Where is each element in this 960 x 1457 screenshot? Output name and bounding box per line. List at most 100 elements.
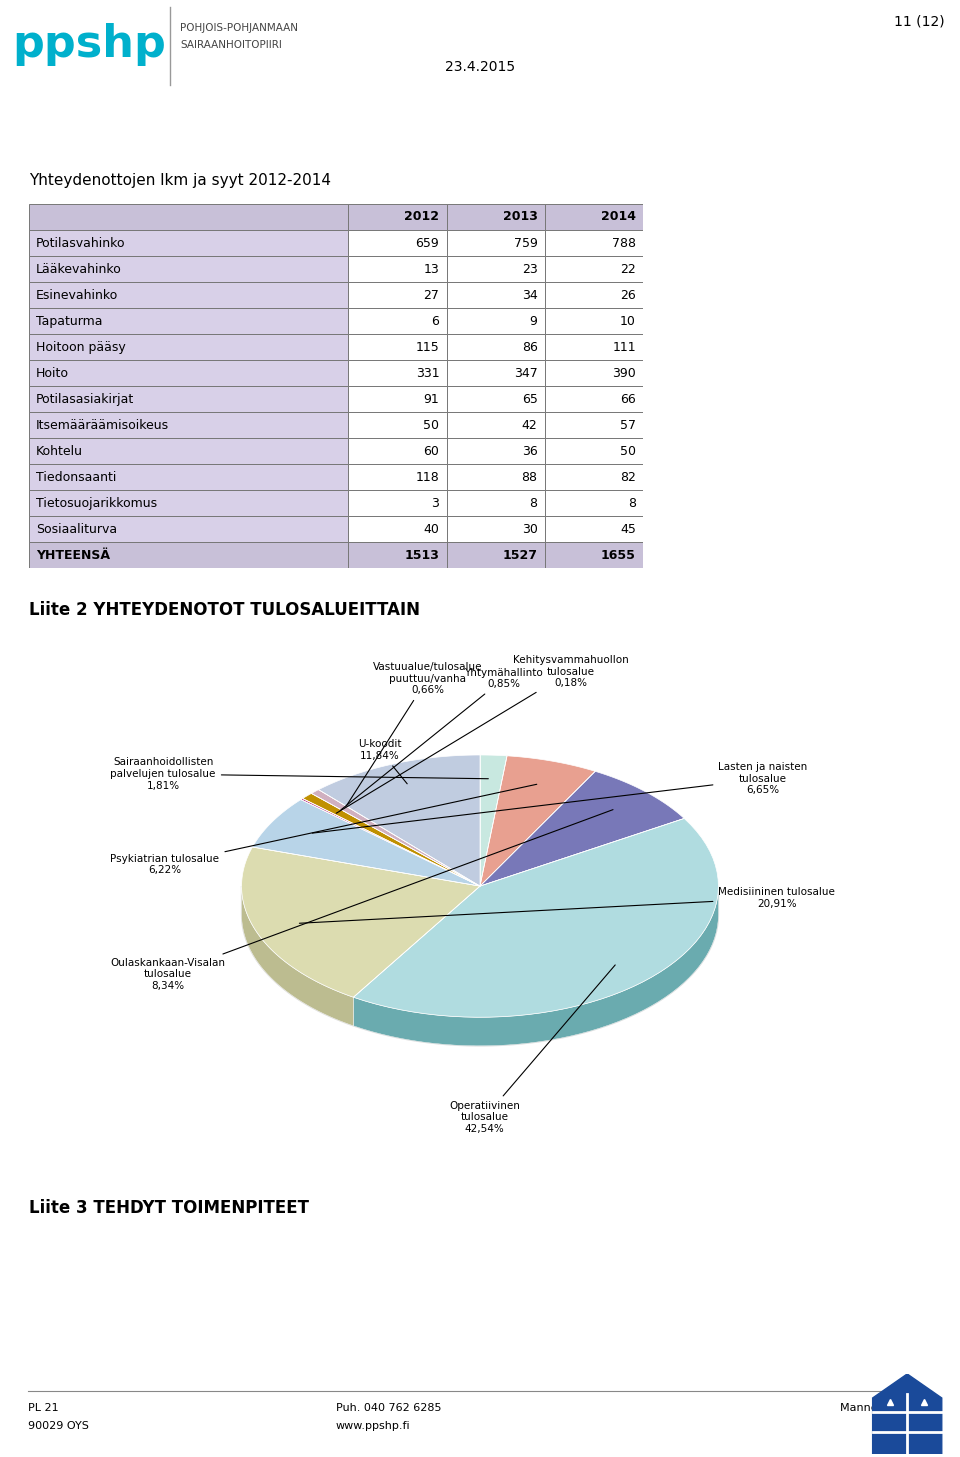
Text: 659: 659	[416, 236, 440, 249]
Bar	[348, 439, 446, 465]
Text: 60: 60	[423, 444, 440, 457]
Text: 8: 8	[530, 497, 538, 510]
Polygon shape	[242, 847, 480, 997]
Bar	[545, 490, 643, 516]
Bar	[446, 490, 545, 516]
Text: Potilasvahinko: Potilasvahinko	[36, 236, 126, 249]
Bar	[545, 412, 643, 439]
Text: 331: 331	[416, 367, 440, 380]
Text: 34: 34	[522, 288, 538, 302]
Bar	[446, 230, 545, 256]
Text: 91: 91	[423, 392, 440, 405]
Text: 30: 30	[521, 523, 538, 536]
Text: Manner Hilkka: Manner Hilkka	[840, 1403, 920, 1413]
Text: 42: 42	[522, 418, 538, 431]
Text: 2013: 2013	[503, 210, 538, 223]
Polygon shape	[353, 886, 718, 1046]
Bar	[29, 307, 348, 334]
Text: Puh. 040 762 6285: Puh. 040 762 6285	[336, 1403, 442, 1413]
Bar	[29, 386, 348, 412]
Text: www.ppshp.fi: www.ppshp.fi	[336, 1421, 411, 1431]
Bar	[29, 412, 348, 439]
Polygon shape	[480, 756, 595, 886]
Text: 22: 22	[620, 262, 636, 275]
Bar	[545, 439, 643, 465]
Text: 390: 390	[612, 367, 636, 380]
Text: 11 (12): 11 (12)	[895, 15, 945, 29]
Bar	[348, 360, 446, 386]
Text: Sairaanhoidollisten
palvelujen tulosalue
1,81%: Sairaanhoidollisten palvelujen tulosalue…	[110, 758, 489, 791]
Text: Yhtymähallinto
0,85%: Yhtymähallinto 0,85%	[340, 667, 543, 810]
Bar	[348, 204, 446, 230]
Polygon shape	[311, 790, 480, 886]
Text: 50: 50	[620, 444, 636, 457]
Text: Psykiatrian tulosalue
6,22%: Psykiatrian tulosalue 6,22%	[110, 784, 537, 876]
Text: 27: 27	[423, 288, 440, 302]
Bar	[446, 439, 545, 465]
Bar	[348, 307, 446, 334]
Bar	[348, 256, 446, 283]
Polygon shape	[319, 755, 480, 886]
Polygon shape	[300, 798, 480, 886]
Text: Vastuualue/tulosalue
puuttuu/vanha
0,66%: Vastuualue/tulosalue puuttuu/vanha 0,66%	[347, 661, 482, 806]
Polygon shape	[873, 1374, 942, 1454]
Text: ppshp: ppshp	[12, 23, 166, 66]
Text: 26: 26	[620, 288, 636, 302]
Text: SAIRAANHOITOPIIRI: SAIRAANHOITOPIIRI	[180, 39, 282, 50]
Text: Tapaturma: Tapaturma	[36, 315, 103, 328]
Polygon shape	[302, 794, 480, 886]
Bar	[348, 283, 446, 307]
Text: 90029 OYS: 90029 OYS	[28, 1421, 89, 1431]
Bar	[29, 204, 348, 230]
Bar	[446, 283, 545, 307]
Text: 111: 111	[612, 341, 636, 354]
Bar	[446, 412, 545, 439]
Text: Oulaskankaan-Visalan
tulosalue
8,34%: Oulaskankaan-Visalan tulosalue 8,34%	[110, 810, 613, 991]
Bar	[545, 465, 643, 490]
Text: 115: 115	[416, 341, 440, 354]
Bar	[348, 334, 446, 360]
Bar	[29, 490, 348, 516]
Text: Yhteydenottojen lkm ja syyt 2012-2014: Yhteydenottojen lkm ja syyt 2012-2014	[29, 173, 331, 188]
Text: Liite 2 YHTEYDENOTOT TULOSALUEITTAIN: Liite 2 YHTEYDENOTOT TULOSALUEITTAIN	[29, 602, 420, 619]
Text: 759: 759	[514, 236, 538, 249]
Bar	[29, 334, 348, 360]
Bar	[29, 542, 348, 568]
Polygon shape	[242, 887, 353, 1026]
Text: 13: 13	[423, 262, 440, 275]
Text: 86: 86	[521, 341, 538, 354]
Bar	[446, 542, 545, 568]
Text: Lääkevahinko: Lääkevahinko	[36, 262, 122, 275]
Text: 66: 66	[620, 392, 636, 405]
Text: Sosiaaliturva: Sosiaaliturva	[36, 523, 117, 536]
Text: 88: 88	[521, 471, 538, 484]
Bar	[348, 516, 446, 542]
Polygon shape	[242, 886, 718, 1046]
Text: 6: 6	[431, 315, 440, 328]
Bar	[348, 386, 446, 412]
Text: YHTEENSÄ: YHTEENSÄ	[36, 549, 110, 562]
Text: 45: 45	[620, 523, 636, 536]
Text: PL 21: PL 21	[28, 1403, 59, 1413]
Bar	[29, 360, 348, 386]
Text: 9: 9	[530, 315, 538, 328]
Polygon shape	[480, 771, 684, 886]
Text: 50: 50	[423, 418, 440, 431]
Bar	[545, 334, 643, 360]
Text: 8: 8	[628, 497, 636, 510]
Bar	[29, 256, 348, 283]
Bar	[348, 465, 446, 490]
Polygon shape	[480, 755, 507, 886]
Bar	[545, 360, 643, 386]
Bar	[446, 334, 545, 360]
Bar	[446, 516, 545, 542]
Text: 65: 65	[521, 392, 538, 405]
Text: 347: 347	[514, 367, 538, 380]
Text: 118: 118	[416, 471, 440, 484]
Text: Esinevahinko: Esinevahinko	[36, 288, 118, 302]
Text: Tiedonsaanti: Tiedonsaanti	[36, 471, 116, 484]
Text: 1655: 1655	[601, 549, 636, 562]
Bar	[545, 204, 643, 230]
Text: Itsemääräämisoikeus: Itsemääräämisoikeus	[36, 418, 169, 431]
Bar	[545, 283, 643, 307]
